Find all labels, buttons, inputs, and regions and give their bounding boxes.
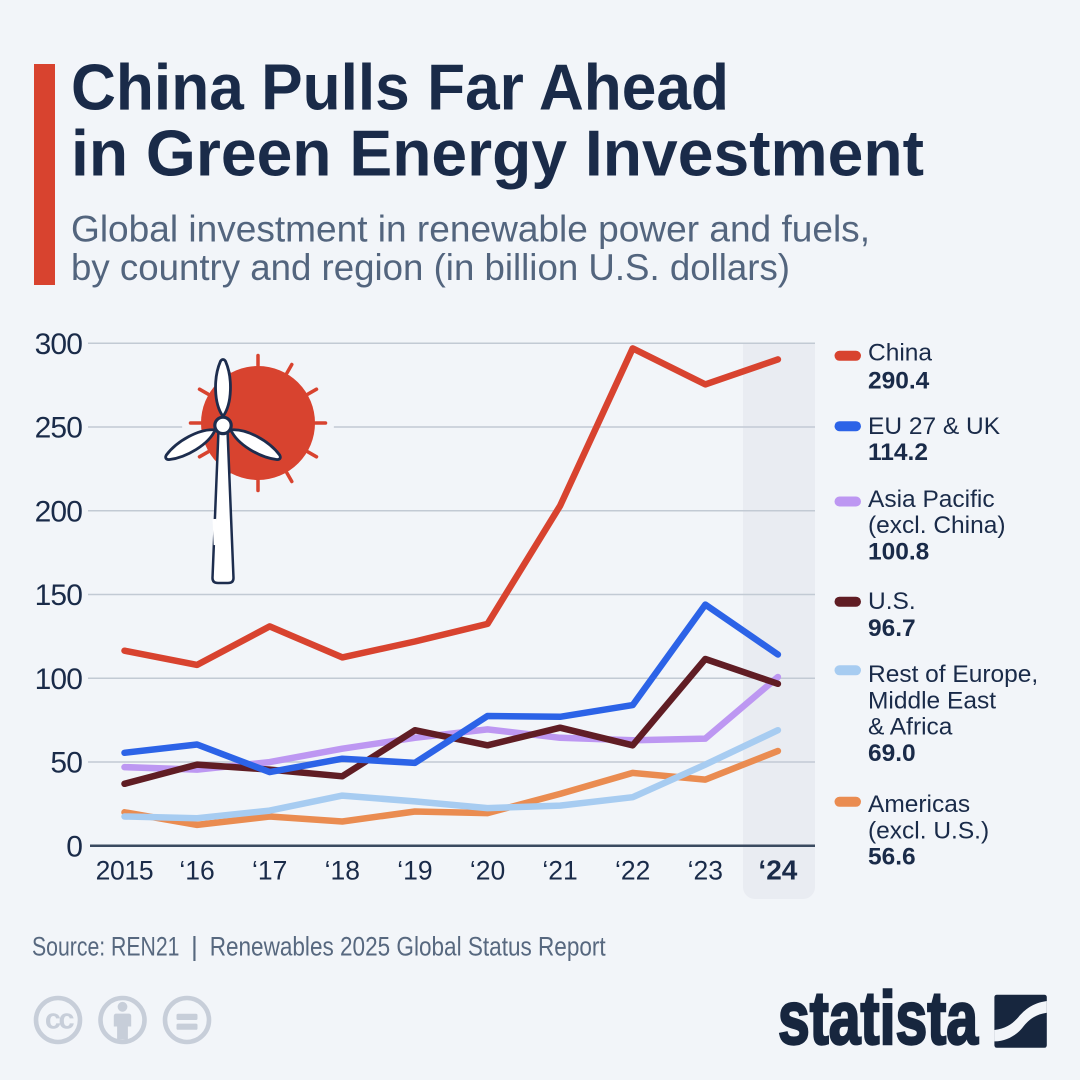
svg-text:Rest of Europe,: Rest of Europe, xyxy=(868,661,1038,688)
svg-text:Source: REN21: Source: REN21 xyxy=(32,932,180,962)
svg-text:EU 27 & UK: EU 27 & UK xyxy=(868,413,1001,440)
svg-text:Asia Pacific: Asia Pacific xyxy=(868,486,995,513)
svg-text:100: 100 xyxy=(35,663,83,696)
svg-text:2015: 2015 xyxy=(96,856,154,886)
svg-text:200: 200 xyxy=(35,495,83,528)
svg-text:250: 250 xyxy=(35,412,83,445)
svg-text:Renewables 2025 Global Status: Renewables 2025 Global Status Report xyxy=(210,932,607,962)
svg-text:‘20: ‘20 xyxy=(470,856,505,886)
svg-text:‘24: ‘24 xyxy=(758,855,797,886)
svg-text:Middle East: Middle East xyxy=(868,687,996,714)
svg-text:150: 150 xyxy=(35,579,83,612)
svg-text:290.4: 290.4 xyxy=(868,367,930,394)
svg-text:in Green Energy Investment: in Green Energy Investment xyxy=(71,117,924,190)
svg-text:50: 50 xyxy=(50,747,82,780)
svg-text:69.0: 69.0 xyxy=(868,740,916,767)
svg-text:0: 0 xyxy=(66,830,82,863)
svg-text:‘23: ‘23 xyxy=(688,856,723,886)
svg-text:China Pulls Far Ahead: China Pulls Far Ahead xyxy=(71,51,729,124)
svg-text:‘22: ‘22 xyxy=(615,856,650,886)
svg-text:statista: statista xyxy=(778,976,979,1060)
svg-text:300: 300 xyxy=(35,328,83,361)
svg-text:Global investment in renewable: Global investment in renewable power and… xyxy=(71,209,870,250)
svg-text:100.8: 100.8 xyxy=(868,538,929,565)
svg-text:‘16: ‘16 xyxy=(179,856,214,886)
svg-text:|: | xyxy=(191,932,198,962)
svg-text:cc: cc xyxy=(45,1004,75,1036)
svg-text:114.2: 114.2 xyxy=(868,439,928,466)
svg-text:‘19: ‘19 xyxy=(397,856,432,886)
svg-text:‘18: ‘18 xyxy=(325,856,360,886)
svg-text:& Africa: & Africa xyxy=(868,714,953,741)
svg-text:‘17: ‘17 xyxy=(252,856,287,886)
svg-text:(excl. China): (excl. China) xyxy=(868,512,1006,539)
svg-text:‘21: ‘21 xyxy=(542,856,577,886)
svg-text:China: China xyxy=(868,339,932,366)
svg-text:by country and region (in bill: by country and region (in billion U.S. d… xyxy=(71,247,790,288)
svg-text:56.6: 56.6 xyxy=(868,844,916,871)
svg-text:96.7: 96.7 xyxy=(868,615,916,642)
svg-text:Americas: Americas xyxy=(868,791,970,818)
svg-text:(excl. U.S.): (excl. U.S.) xyxy=(868,817,989,844)
svg-text:U.S.: U.S. xyxy=(868,588,916,615)
